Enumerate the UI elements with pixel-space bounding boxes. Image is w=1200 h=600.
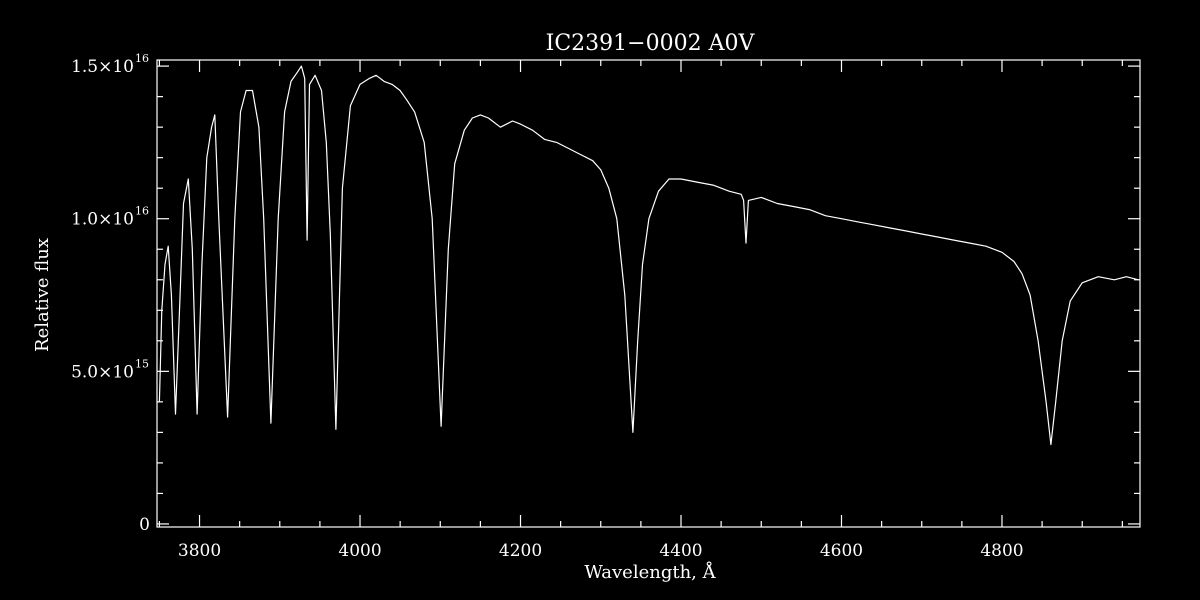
x-tick-label: 4200 bbox=[499, 541, 542, 561]
y-tick-exponent: 15 bbox=[135, 357, 149, 370]
x-tick-label: 4800 bbox=[980, 541, 1023, 561]
chart-title: IC2391−0002 A0V bbox=[546, 31, 756, 56]
y-tick-label: 1.5×10 bbox=[71, 57, 134, 77]
y-tick-exponent: 16 bbox=[135, 205, 149, 218]
plot-frame bbox=[156, 59, 1141, 528]
y-tick-label: 0 bbox=[139, 515, 150, 535]
x-tick-label: 4400 bbox=[659, 541, 702, 561]
spectrum-series-line bbox=[158, 65, 1139, 446]
x-tick-label: 4000 bbox=[338, 541, 381, 561]
y-tick-label: 5.0×10 bbox=[71, 362, 134, 382]
y-tick-label: 1.0×10 bbox=[71, 210, 134, 230]
x-tick-label: 4600 bbox=[820, 541, 863, 561]
y-axis-label: Relative flux bbox=[32, 238, 53, 352]
x-tick-label: 3800 bbox=[178, 541, 221, 561]
x-axis-label: Wavelength, Å bbox=[584, 561, 716, 583]
y-tick-exponent: 16 bbox=[135, 52, 149, 65]
